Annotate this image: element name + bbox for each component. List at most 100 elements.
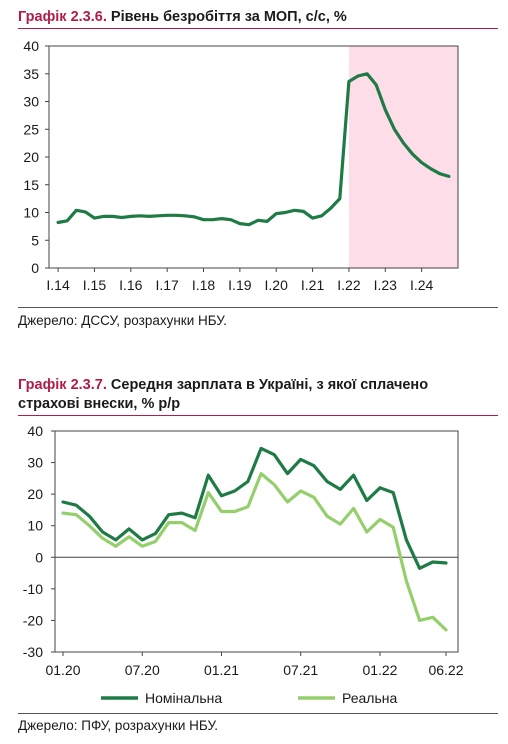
nominal-series-point [62, 501, 64, 503]
nominal-series-point [273, 453, 276, 456]
real-series-point [352, 507, 355, 510]
unemployment-point [366, 72, 368, 75]
unemployment-point [311, 217, 314, 219]
unemployment-point [266, 220, 268, 223]
y-tick-label: 40 [27, 423, 43, 439]
nominal-series-point [286, 472, 289, 475]
nominal-series-point [418, 567, 421, 570]
unemployment-point [148, 215, 150, 218]
real-series-line [61, 472, 448, 632]
x-tick-label: 01.22 [362, 662, 397, 678]
chart1-source: Джерело: ДССУ, розрахунки НБУ. [18, 313, 227, 328]
unemployment-point [111, 215, 114, 218]
x-tick-label: I.23 [374, 277, 398, 293]
nominal-series-point [247, 480, 249, 483]
unemployment-point [293, 209, 296, 212]
unemployment-point [257, 219, 259, 222]
nominal-series-point [299, 458, 302, 461]
unemployment-point [220, 217, 223, 220]
unemployment-point [411, 153, 414, 156]
x-tick-label: I.21 [301, 277, 325, 293]
unemployment-point [166, 214, 168, 217]
chart2-title-number: Графік 2.3.7. [18, 377, 107, 393]
unemployment-point [375, 84, 378, 86]
nominal-series-point [154, 532, 157, 535]
x-tick-label: 07.21 [283, 662, 318, 678]
real-series-point [286, 501, 289, 503]
nominal-series-point [379, 487, 381, 489]
nominal-series-point [339, 488, 342, 491]
chart1-source-rule [18, 307, 498, 308]
chart2-title-text-line2: страхові внески, % р/р [18, 396, 181, 412]
nominal-series-point [167, 513, 170, 516]
real-series-point [233, 510, 236, 513]
y-tick-label: 15 [23, 177, 39, 193]
y-tick-label: 0 [31, 260, 39, 276]
chart1-title-number: Графік 2.3.6. [18, 9, 107, 25]
real-series-point [379, 518, 381, 521]
nominal-series-point [88, 515, 91, 518]
x-tick-label: I.24 [410, 277, 434, 293]
x-tick-label: I.22 [337, 277, 361, 293]
real-series-point [181, 521, 183, 524]
unemployment-point [239, 222, 241, 225]
real-series-point [326, 515, 328, 518]
real-series-point [405, 580, 408, 582]
nominal-series-point [326, 480, 328, 483]
real-series-point [167, 521, 170, 524]
unemployment-line [56, 72, 451, 227]
y-tick-label: 10 [27, 518, 43, 534]
y-tick-label: -10 [23, 581, 43, 597]
y-tick-label: 40 [23, 38, 39, 54]
chart1-title-text: Рівень безробіття за МОП, с/с, % [110, 9, 347, 25]
unemployment-point [157, 215, 159, 217]
unemployment-point [229, 218, 232, 221]
chart2-title-rule [18, 415, 498, 416]
real-series-point [339, 523, 342, 525]
real-series-point [115, 545, 117, 548]
x-tick-label: I.14 [46, 277, 70, 293]
real-series-point [260, 472, 262, 475]
unemployment-point [329, 207, 332, 209]
nominal-series-point [128, 528, 130, 530]
y-tick-label: 20 [27, 486, 43, 502]
y-tick-label: -20 [23, 612, 43, 628]
nominal-series-point [181, 512, 183, 514]
unemployment-point [175, 214, 178, 217]
unemployment-point [202, 218, 205, 221]
y-tick-label: 20 [23, 149, 39, 165]
nominal-series-point [365, 499, 368, 502]
unemployment-point [57, 221, 59, 224]
nominal-series-point [431, 561, 434, 563]
x-tick-label: I.20 [265, 277, 289, 293]
nominal-series-point [75, 504, 78, 506]
unemployment-point [248, 223, 250, 226]
chart1-title-rule [18, 28, 498, 29]
nominal-series-point [220, 494, 223, 497]
real-series-point [273, 483, 276, 486]
unemployment-point [120, 216, 123, 219]
x-tick-label: I.19 [228, 277, 252, 293]
x-tick-label: I.17 [155, 277, 179, 293]
legend-label-nominal: Номінальна [145, 690, 222, 706]
x-tick-label: I.15 [83, 277, 107, 293]
unemployment-point [130, 215, 132, 218]
real-series-point [141, 545, 144, 548]
unemployment-point [402, 142, 405, 144]
x-tick-label: 01.21 [204, 662, 239, 678]
unemployment-point [429, 167, 432, 170]
nominal-series-point [445, 562, 447, 564]
y-tick-label: 5 [31, 232, 39, 248]
unemployment-point [339, 197, 341, 200]
unemployment-point [275, 212, 278, 215]
real-series-point [101, 537, 104, 540]
real-series-point [194, 529, 196, 532]
chart1-title: Графік 2.3.6. Рівень безробіття за МОП, … [18, 8, 347, 27]
real-series-point [365, 531, 368, 533]
unemployment-point [439, 172, 441, 175]
x-tick-label: 07.20 [125, 662, 160, 678]
unemployment-point [420, 161, 423, 164]
x-tick-label: I.16 [119, 277, 143, 293]
unemployment-point [320, 215, 323, 217]
real-series-point [313, 496, 315, 499]
